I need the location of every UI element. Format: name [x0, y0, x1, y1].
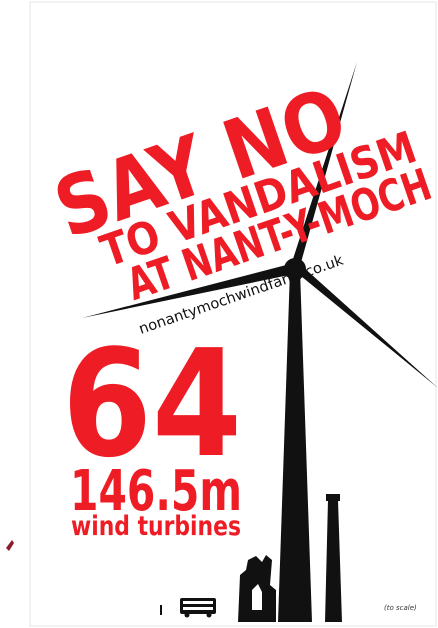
edge-mark: [6, 540, 14, 551]
scale-note: (to scale): [384, 604, 417, 612]
wind-turbine: [82, 62, 438, 622]
blade-left: [82, 264, 294, 318]
hub: [284, 258, 306, 280]
chimney: [325, 500, 342, 622]
blade-up: [292, 62, 357, 266]
chimney-top: [326, 494, 340, 501]
castle-window: [252, 584, 262, 610]
blade-right: [296, 266, 438, 388]
turbine-height: 146.5m: [70, 459, 242, 524]
bus: [180, 598, 216, 618]
person: [160, 605, 162, 615]
turbine-count: 64: [62, 318, 242, 490]
caption: wind turbines: [71, 511, 241, 542]
tower: [278, 270, 312, 622]
